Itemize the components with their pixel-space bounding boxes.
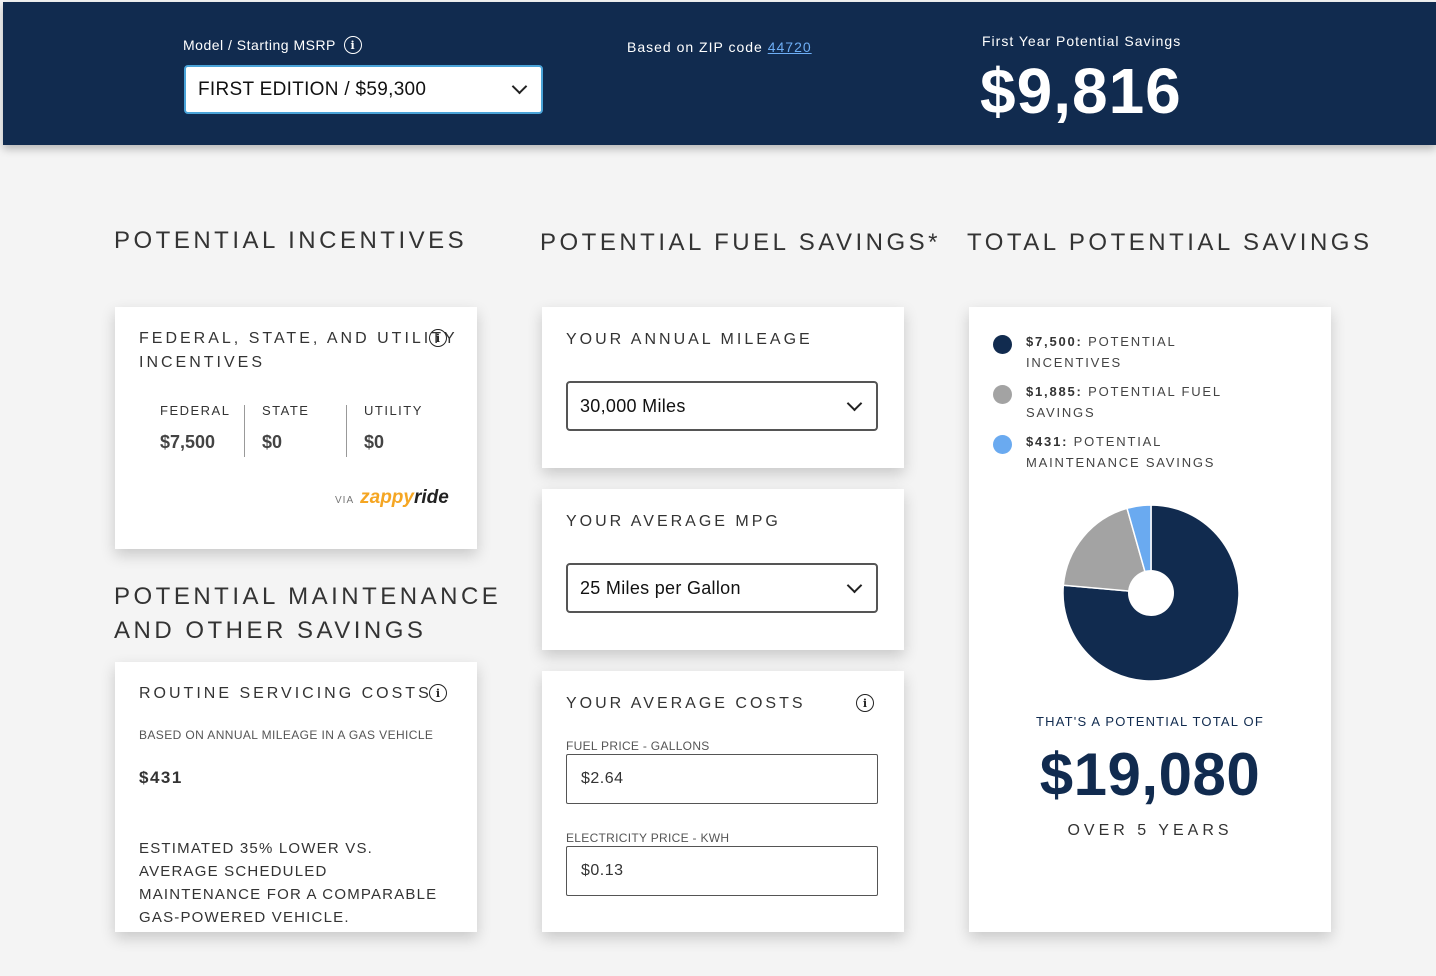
electricity-price-input[interactable] (566, 846, 878, 896)
chevron-down-icon (511, 78, 528, 95)
total-value: $19,080 (1039, 741, 1261, 808)
maintenance-section-title: POTENTIAL MAINTENANCE AND OTHER SAVINGS (114, 580, 501, 648)
incentives-card: FEDERAL, STATE, AND UTILITY INCENTIVES i… (115, 307, 477, 549)
legend-dot (993, 335, 1012, 354)
maintenance-subtitle: BASED ON ANNUAL MILEAGE IN A GAS VEHICLE (139, 728, 434, 742)
incentive-federal: FEDERAL $7,500 (160, 403, 230, 453)
maintenance-card-title: ROUTINE SERVICING COSTS (139, 685, 432, 702)
brand-part-b: ride (413, 487, 449, 508)
legend-item-fuel: $1,885: POTENTIAL FUEL SAVINGS (993, 381, 1276, 423)
maintenance-title-line2: AND OTHER SAVINGS (114, 617, 427, 644)
maintenance-note: ESTIMATED 35% LOWER VS. AVERAGE SCHEDULE… (139, 840, 438, 926)
legend-dot (993, 435, 1012, 454)
brand-part-a: zappy (360, 487, 414, 508)
mileage-selected-value: 30,000 Miles (580, 395, 686, 416)
donut-hole (1128, 570, 1174, 616)
savings-header: Model / Starting MSRP i FIRST EDITION / … (3, 2, 1436, 145)
incentives-section-title: POTENTIAL INCENTIVES (114, 227, 468, 254)
costs-card-title: YOUR AVERAGE COSTS (566, 695, 806, 712)
mileage-card: YOUR ANNUAL MILEAGE 30,000 Miles (542, 307, 904, 468)
chevron-down-icon (846, 395, 863, 411)
total-label: THAT'S A POTENTIAL TOTAL OF (1036, 714, 1264, 729)
mileage-card-title: YOUR ANNUAL MILEAGE (566, 331, 813, 348)
incentive-state: STATE $0 (262, 403, 309, 453)
fuel-price-label: FUEL PRICE - GALLONS (566, 739, 710, 753)
maintenance-title-line1: POTENTIAL MAINTENANCE (114, 583, 502, 610)
info-icon[interactable]: i (856, 694, 874, 712)
incentive-utility: UTILITY $0 (364, 403, 423, 453)
legend-item-incentives: $7,500: POTENTIAL INCENTIVES (993, 331, 1276, 373)
chevron-down-icon (846, 577, 863, 593)
mpg-select[interactable]: 25 Miles per Gallon (566, 563, 878, 613)
zappyride-logo[interactable]: zappyride (360, 487, 449, 509)
zip-info: Based on ZIP code 44720 (627, 39, 812, 55)
divider (244, 405, 245, 457)
savings-donut-chart (1062, 504, 1240, 682)
info-icon[interactable]: i (343, 36, 362, 54)
legend-amount: $1,885: (1026, 384, 1083, 399)
incentives-card-title: FEDERAL, STATE, AND UTILITY INCENTIVES (139, 327, 458, 375)
legend-text: $431: POTENTIAL MAINTENANCE SAVINGS (1026, 431, 1276, 473)
legend-label: POTENTIAL MAINTENANCE SAVINGS (1026, 434, 1216, 470)
legend-amount: $431: (1026, 434, 1069, 449)
legend-text: $1,885: POTENTIAL FUEL SAVINGS (1026, 381, 1276, 423)
incentives-title-line2: INCENTIVES (139, 354, 266, 371)
mileage-select[interactable]: 30,000 Miles (566, 381, 878, 431)
total-years-label: OVER 5 YEARS (1067, 822, 1233, 839)
model-label-text: Model / Starting MSRP (183, 37, 336, 53)
zip-code-link[interactable]: 44720 (767, 39, 812, 55)
incentives-title-line1: FEDERAL, STATE, AND UTILITY (139, 330, 458, 347)
electricity-price-label: ELECTRICITY PRICE - KWH (566, 831, 730, 845)
fuel-section-title: POTENTIAL FUEL SAVINGS* (540, 229, 942, 256)
total-section-title: TOTAL POTENTIAL SAVINGS (967, 229, 1373, 256)
first-year-value: $9,816 (980, 55, 1182, 127)
incentive-label: FEDERAL (160, 403, 231, 418)
legend-item-maintenance: $431: POTENTIAL MAINTENANCE SAVINGS (993, 431, 1276, 473)
incentive-label: UTILITY (364, 403, 423, 418)
slice-fuel (1062, 507, 1153, 594)
info-icon[interactable]: i (429, 329, 447, 347)
legend-dot (993, 385, 1012, 404)
maintenance-card: ROUTINE SERVICING COSTS i BASED ON ANNUA… (115, 662, 477, 932)
incentive-value: $0 (262, 432, 283, 452)
model-selected-value: FIRST EDITION / $59,300 (198, 78, 427, 100)
costs-card: YOUR AVERAGE COSTS i FUEL PRICE - GALLON… (542, 671, 904, 932)
incentive-value: $7,500 (160, 432, 216, 452)
mpg-card-title: YOUR AVERAGE MPG (566, 513, 781, 530)
info-icon[interactable]: i (429, 684, 447, 702)
legend-text: $7,500: POTENTIAL INCENTIVES (1026, 331, 1276, 373)
model-msrp-label: Model / Starting MSRP i (183, 36, 362, 54)
incentive-label: STATE (262, 403, 310, 418)
fuel-price-input[interactable] (566, 754, 878, 804)
mpg-card: YOUR AVERAGE MPG 25 Miles per Gallon (542, 489, 904, 650)
via-text: VIA (335, 495, 355, 506)
total-savings-card: $7,500: POTENTIAL INCENTIVES $1,885: POT… (969, 307, 1331, 932)
legend-label: POTENTIAL FUEL SAVINGS (1026, 384, 1222, 420)
maintenance-value: $431 (139, 768, 183, 787)
model-select[interactable]: FIRST EDITION / $59,300 (184, 65, 543, 114)
divider (346, 405, 347, 457)
legend-amount: $7,500: (1026, 334, 1083, 349)
mpg-selected-value: 25 Miles per Gallon (580, 577, 741, 598)
incentive-value: $0 (364, 432, 385, 452)
zappyride-attribution: VIA zappyride (335, 487, 449, 509)
zip-prefix: Based on ZIP code (627, 39, 763, 55)
first-year-label: First Year Potential Savings (982, 33, 1182, 49)
legend-label: POTENTIAL INCENTIVES (1026, 334, 1177, 370)
